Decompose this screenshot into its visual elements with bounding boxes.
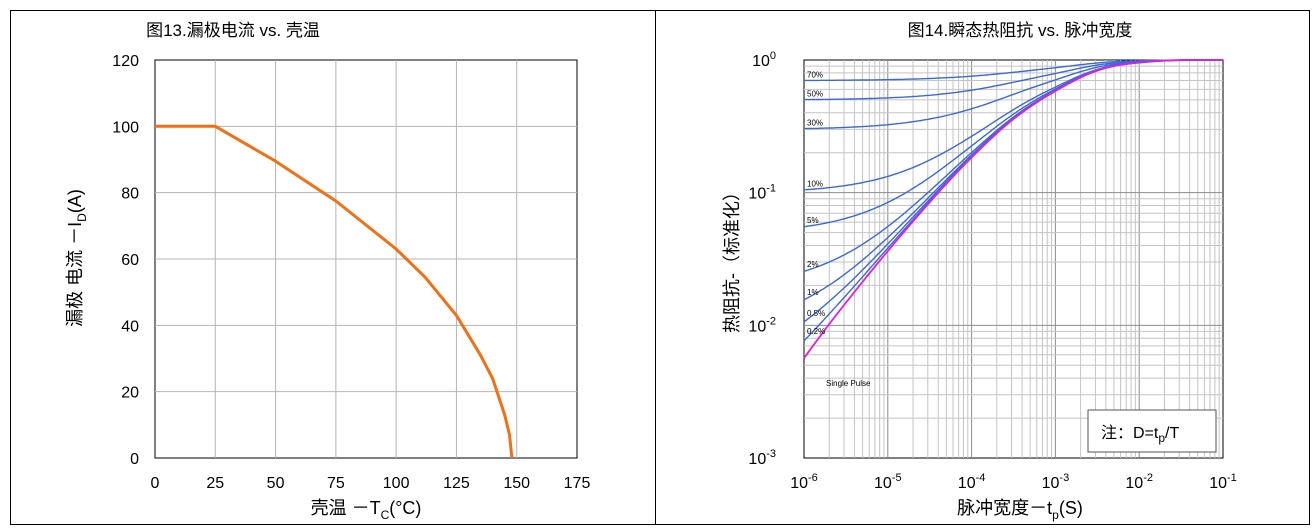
y-tick-label: 10-1 (748, 183, 776, 203)
y-tick-label: 40 (121, 318, 139, 335)
series-group (155, 124, 514, 459)
series-label: 70% (807, 70, 823, 79)
series-line (803, 59, 1223, 272)
series-label: 2% (807, 260, 819, 269)
x-tick-label: 10-6 (790, 472, 818, 492)
x-tick-label: 0 (151, 475, 160, 492)
x-tick-label: 75 (327, 475, 345, 492)
x-tick-labels: 10-6 10-5 10-4 10-3 10-2 10-1 (790, 472, 1237, 492)
y-tick-labels: 10-3 10-2 10-1 100 (748, 50, 776, 468)
y-tick-label: 80 (121, 186, 139, 203)
series-label: 0.2% (807, 327, 825, 336)
chart-title: 图14.瞬态热阻抗 vs. 脉冲宽度 (908, 21, 1133, 40)
note-text: 注：D=tp/T (1101, 424, 1179, 445)
y-tick-label: 10-2 (748, 315, 776, 335)
plot-frame (803, 59, 1224, 459)
series-line (155, 124, 514, 459)
thermal-impedance-chart-panel: 图14.瞬态热阻抗 vs. 脉冲宽度 70% 50% 30% 10% 5% 2% 1% 0.5… (656, 10, 1310, 525)
chart-title: 图13.漏极电流 vs. 壳温 (146, 21, 320, 40)
series-line (803, 59, 1223, 342)
series-label: 0.5% (807, 309, 825, 318)
y-tick-label: 60 (121, 252, 139, 269)
y-tick-label: 120 (112, 53, 139, 70)
series-label: 10% (807, 180, 823, 189)
series-group (803, 59, 1223, 359)
grid-lines (804, 60, 1223, 458)
x-tick-label: 100 (383, 475, 410, 492)
x-tick-label: 10-4 (958, 472, 986, 492)
y-tick-label: 0 (130, 451, 139, 468)
x-axis-label: 脉冲宽度－tp(S) (957, 498, 1083, 522)
x-tick-label: 25 (206, 475, 224, 492)
series-label: 5% (807, 216, 819, 225)
series-labels: 70% 50% 30% 10% 5% 2% 1% 0.5% 0.2% Single Pulse (807, 70, 871, 387)
x-tick-label: 150 (503, 475, 530, 492)
drain-current-chart: 图13.漏极电流 vs. 壳温 0 25 50 75 100 125 150 175 0 20 4… (65, 21, 591, 522)
x-tick-label: 10-3 (1042, 472, 1070, 492)
x-tick-label: 10-5 (874, 472, 902, 492)
y-tick-label: 20 (121, 385, 139, 402)
x-tick-label: 175 (564, 475, 591, 492)
series-line (803, 59, 1223, 359)
x-tick-label: 10-1 (1209, 472, 1237, 492)
series-label: Single Pulse (826, 379, 871, 388)
x-axis-label: 壳温 －TC(°C) (311, 498, 422, 522)
x-tick-labels: 0 25 50 75 100 125 150 175 (151, 475, 591, 492)
y-tick-label: 100 (752, 50, 776, 70)
series-line (804, 59, 1223, 82)
y-tick-label: 100 (112, 119, 139, 136)
x-tick-label: 10-2 (1125, 472, 1153, 492)
x-tick-label: 125 (443, 475, 470, 492)
note-box (1087, 409, 1217, 453)
grid-lines (155, 60, 577, 458)
drain-current-chart-panel: 图13.漏极电流 vs. 壳温 0 25 50 75 100 125 150 175 0 20 4… (10, 10, 656, 525)
y-tick-labels: 0 20 40 60 80 100 120 (112, 53, 139, 468)
y-axis-label: 热阻抗-（标准化） (722, 183, 742, 333)
thermal-impedance-chart: 图14.瞬态热阻抗 vs. 脉冲宽度 70% 50% 30% 10% 5% 2% 1% 0.5… (722, 21, 1237, 522)
series-line (803, 59, 1223, 301)
series-line (803, 59, 1223, 228)
series-label: 1% (807, 288, 819, 297)
series-label: 50% (807, 90, 823, 99)
y-axis-label: 漏极 电流 －ID(A) (65, 189, 89, 327)
x-tick-label: 50 (267, 475, 285, 492)
series-label: 30% (807, 119, 823, 128)
y-tick-label: 10-3 (748, 448, 776, 468)
